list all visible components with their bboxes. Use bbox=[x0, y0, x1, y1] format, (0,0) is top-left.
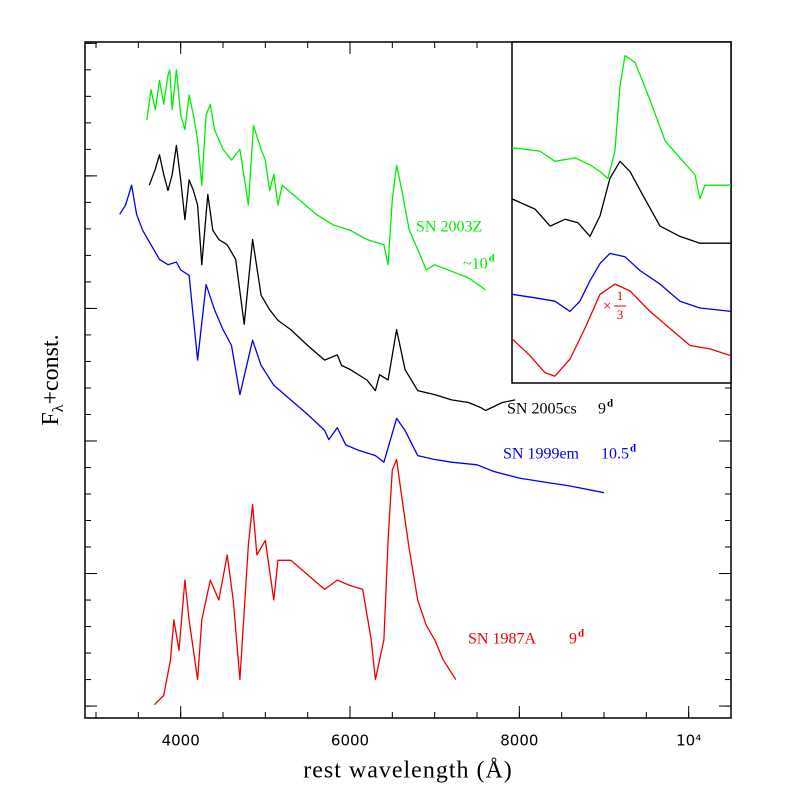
annotation-denominator: 3 bbox=[617, 307, 624, 322]
spectrum-line bbox=[511, 54, 731, 200]
y-label-sub: λ bbox=[50, 404, 67, 412]
x-tick-label: 8000 bbox=[500, 732, 538, 750]
y-label-rest: +const. bbox=[38, 334, 64, 404]
x-tick-label: 4000 bbox=[162, 732, 200, 750]
x-tick-label: 6000 bbox=[331, 732, 369, 750]
spectrum-line bbox=[148, 144, 516, 412]
series-epoch: 9 bbox=[569, 631, 577, 648]
series-epoch-unit: d bbox=[578, 628, 584, 640]
series-epoch-unit: d bbox=[489, 253, 495, 265]
legend-label: SN 1987A bbox=[468, 631, 536, 648]
spectrum-line bbox=[511, 160, 731, 244]
x-tick-label: 10⁴ bbox=[676, 732, 701, 750]
y-axis-label-text: Fλ+const. bbox=[38, 334, 67, 425]
series-epoch: ~10 bbox=[463, 256, 488, 273]
spectrum-line bbox=[119, 184, 605, 494]
series-epoch: 9 bbox=[598, 401, 606, 418]
y-axis-label: Fλ+const. bbox=[38, 334, 67, 425]
plot-frame bbox=[511, 41, 732, 384]
annotation-numerator: 1 bbox=[617, 288, 624, 303]
annotation-times: × bbox=[603, 298, 611, 314]
legend-label: SN 2005cs bbox=[507, 401, 577, 418]
spectrum-line bbox=[511, 283, 732, 377]
series-epoch-unit: d bbox=[607, 398, 613, 410]
spectrum-line bbox=[146, 69, 486, 291]
series-epoch: 10.5 bbox=[601, 446, 629, 463]
legend-label: SN 2003Z bbox=[416, 219, 482, 236]
y-label-main: F bbox=[38, 412, 64, 425]
x-axis-label: rest wavelength (Å) bbox=[303, 758, 513, 784]
spectrum-line bbox=[153, 458, 457, 706]
spectrum-line bbox=[511, 252, 732, 313]
legend-label: SN 1999em bbox=[503, 446, 580, 463]
series-epoch-unit: d bbox=[630, 443, 636, 455]
